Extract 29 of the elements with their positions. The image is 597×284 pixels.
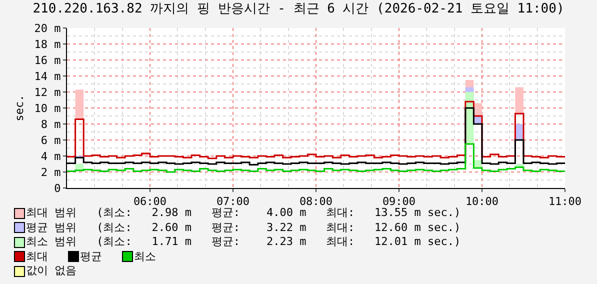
y-tick-label: 14 m bbox=[34, 70, 62, 83]
text: (최소: 2.98 m 평균: 4.00 m 최대: 13.55 m sec.) bbox=[96, 206, 461, 220]
text: (최소: 2.60 m 평균: 3.22 m 최대: 12.60 m sec.) bbox=[96, 220, 461, 235]
x-tick-label: 06:00 bbox=[133, 195, 167, 208]
x-tick-label: 07:00 bbox=[216, 195, 250, 208]
legend-label: 최소 bbox=[134, 250, 156, 264]
y-tick-label: 6 m bbox=[40, 134, 62, 147]
y-tick-label: 12 m bbox=[34, 86, 62, 99]
legend-label: 평균 bbox=[80, 250, 102, 264]
y-axis-title: sec. bbox=[12, 94, 26, 122]
y-tick-label: 18 m bbox=[34, 38, 62, 51]
y-tick-label: 8 m bbox=[40, 118, 62, 131]
y-tick-label: 2 m bbox=[40, 166, 62, 179]
y-tick-label: 20 m bbox=[34, 22, 62, 35]
y-tick-label: 10 m bbox=[34, 102, 62, 115]
legend-label: 값이 없음 bbox=[26, 264, 77, 278]
y-tick-label: 4 m bbox=[40, 150, 62, 163]
legend-label: 최소 범위 bbox=[26, 235, 77, 250]
legend-label: 최대 bbox=[26, 250, 48, 264]
x-tick-label: 11:00 bbox=[548, 195, 582, 208]
legend-label: 평균 범위 bbox=[26, 220, 77, 235]
x-tick-label: 09:00 bbox=[382, 195, 416, 208]
x-tick-label: 08:00 bbox=[299, 195, 333, 208]
chart-title: 210.220.163.82 까지의 핑 반응시간 - 최근 6 시간 (2026-02-21 토요일 11:00) bbox=[32, 1, 564, 16]
x-tick-label: 10:00 bbox=[465, 195, 499, 208]
y-tick-label: 0 bbox=[54, 182, 61, 195]
text: (최소: 1.71 m 평균: 2.23 m 최대: 12.01 m sec.) bbox=[96, 235, 461, 250]
y-tick-label: 16 m bbox=[34, 54, 62, 67]
legend-label: 최대 범위 bbox=[26, 206, 77, 220]
